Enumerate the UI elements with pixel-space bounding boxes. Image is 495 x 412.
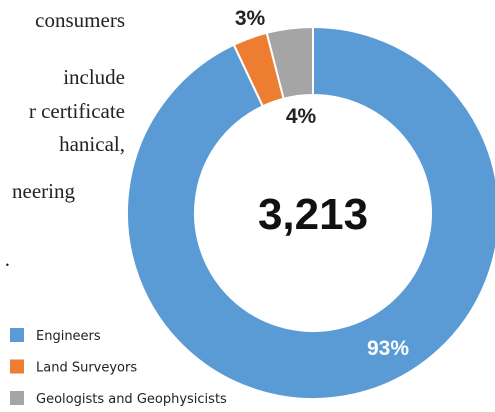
slice-label: 3%: [235, 7, 266, 30]
body-text: r certificate: [29, 99, 125, 123]
body-text: hanical,: [59, 132, 125, 156]
legend-label: Geologists and Geophysicists: [36, 392, 227, 407]
body-text: include: [63, 65, 125, 89]
body-text: consumers: [35, 8, 125, 32]
body-text: .: [5, 247, 10, 271]
body-text: neering: [12, 179, 75, 203]
donut-slice: [126, 25, 495, 400]
slice-label: 4%: [286, 105, 317, 128]
legend-swatch: [10, 391, 24, 405]
center-total: 3,213: [258, 190, 368, 239]
donut-slice: [265, 25, 314, 100]
legend-swatch: [10, 359, 24, 374]
legend-label: Engineers: [36, 329, 101, 344]
legend-swatch: [10, 328, 24, 342]
legend-label: Land Surveyors: [36, 361, 137, 376]
slice-label: 93%: [367, 337, 409, 360]
